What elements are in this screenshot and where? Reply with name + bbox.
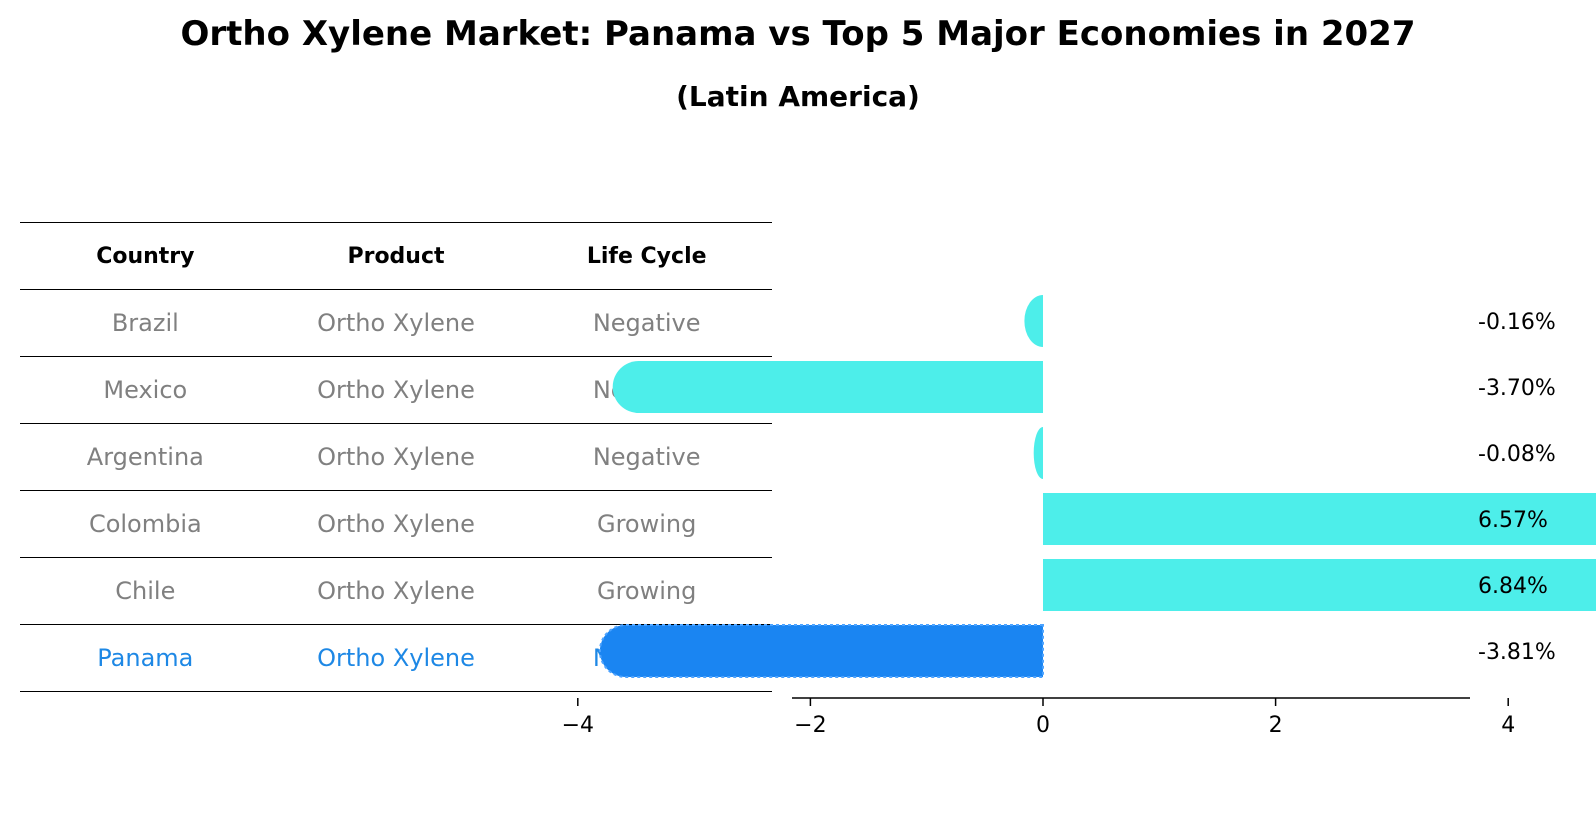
bar-argentina (1033, 427, 1043, 479)
bar-chile (1043, 559, 1596, 611)
chart-subtitle: (Latin America) (676, 80, 920, 113)
x-tick-label: 4 (1501, 713, 1515, 738)
country-cell: Mexico (103, 376, 188, 404)
table-header-row: Country Product Life Cycle (20, 222, 772, 290)
country-cell: Argentina (86, 443, 204, 471)
life-cycle-cell: Negative (592, 309, 701, 337)
product-cell: Ortho Xylene (317, 376, 475, 404)
life-cycle-cell: Growing (596, 510, 697, 538)
x-tick-label: −4 (562, 713, 594, 738)
table-row: Chile Ortho Xylene Growing (20, 558, 772, 625)
product-cell: Ortho Xylene (317, 510, 475, 538)
table-row: Argentina Ortho Xylene Negative (20, 424, 772, 491)
life-cycle-cell: Negative (592, 443, 701, 471)
table-row: Colombia Ortho Xylene Growing (20, 491, 772, 558)
bar-colombia (1043, 493, 1596, 545)
country-cell: Chile (115, 577, 176, 605)
product-cell: Ortho Xylene (317, 309, 475, 337)
bar-brazil (1024, 295, 1043, 347)
life-cycle-cell: Growing (596, 577, 697, 605)
data-table: Country Product Life Cycle Brazil Ortho … (20, 222, 772, 692)
value-label: -3.70% (1478, 376, 1556, 401)
country-cell: Colombia (88, 510, 202, 538)
bar-panama (598, 624, 1044, 678)
value-label: -0.08% (1478, 442, 1556, 467)
bar-mexico (612, 361, 1043, 413)
x-tick-label: 0 (1036, 713, 1050, 738)
product-cell: Ortho Xylene (317, 644, 475, 672)
product-cell: Ortho Xylene (317, 443, 475, 471)
chart-title: Ortho Xylene Market: Panama vs Top 5 Maj… (180, 14, 1416, 54)
header-product: Product (347, 243, 445, 269)
value-label: 6.84% (1478, 574, 1548, 599)
value-label: -3.81% (1478, 640, 1556, 665)
value-label: 6.57% (1478, 508, 1548, 533)
product-cell: Ortho Xylene (317, 577, 475, 605)
x-tick-label: 2 (1269, 713, 1283, 738)
country-cell: Panama (97, 644, 194, 672)
x-tick-label: −2 (794, 713, 826, 738)
header-life-cycle: Life Cycle (586, 243, 707, 269)
table-row: Brazil Ortho Xylene Negative (20, 290, 772, 357)
header-country: Country (96, 243, 195, 269)
value-label: -0.16% (1478, 310, 1556, 335)
country-cell: Brazil (111, 309, 179, 337)
